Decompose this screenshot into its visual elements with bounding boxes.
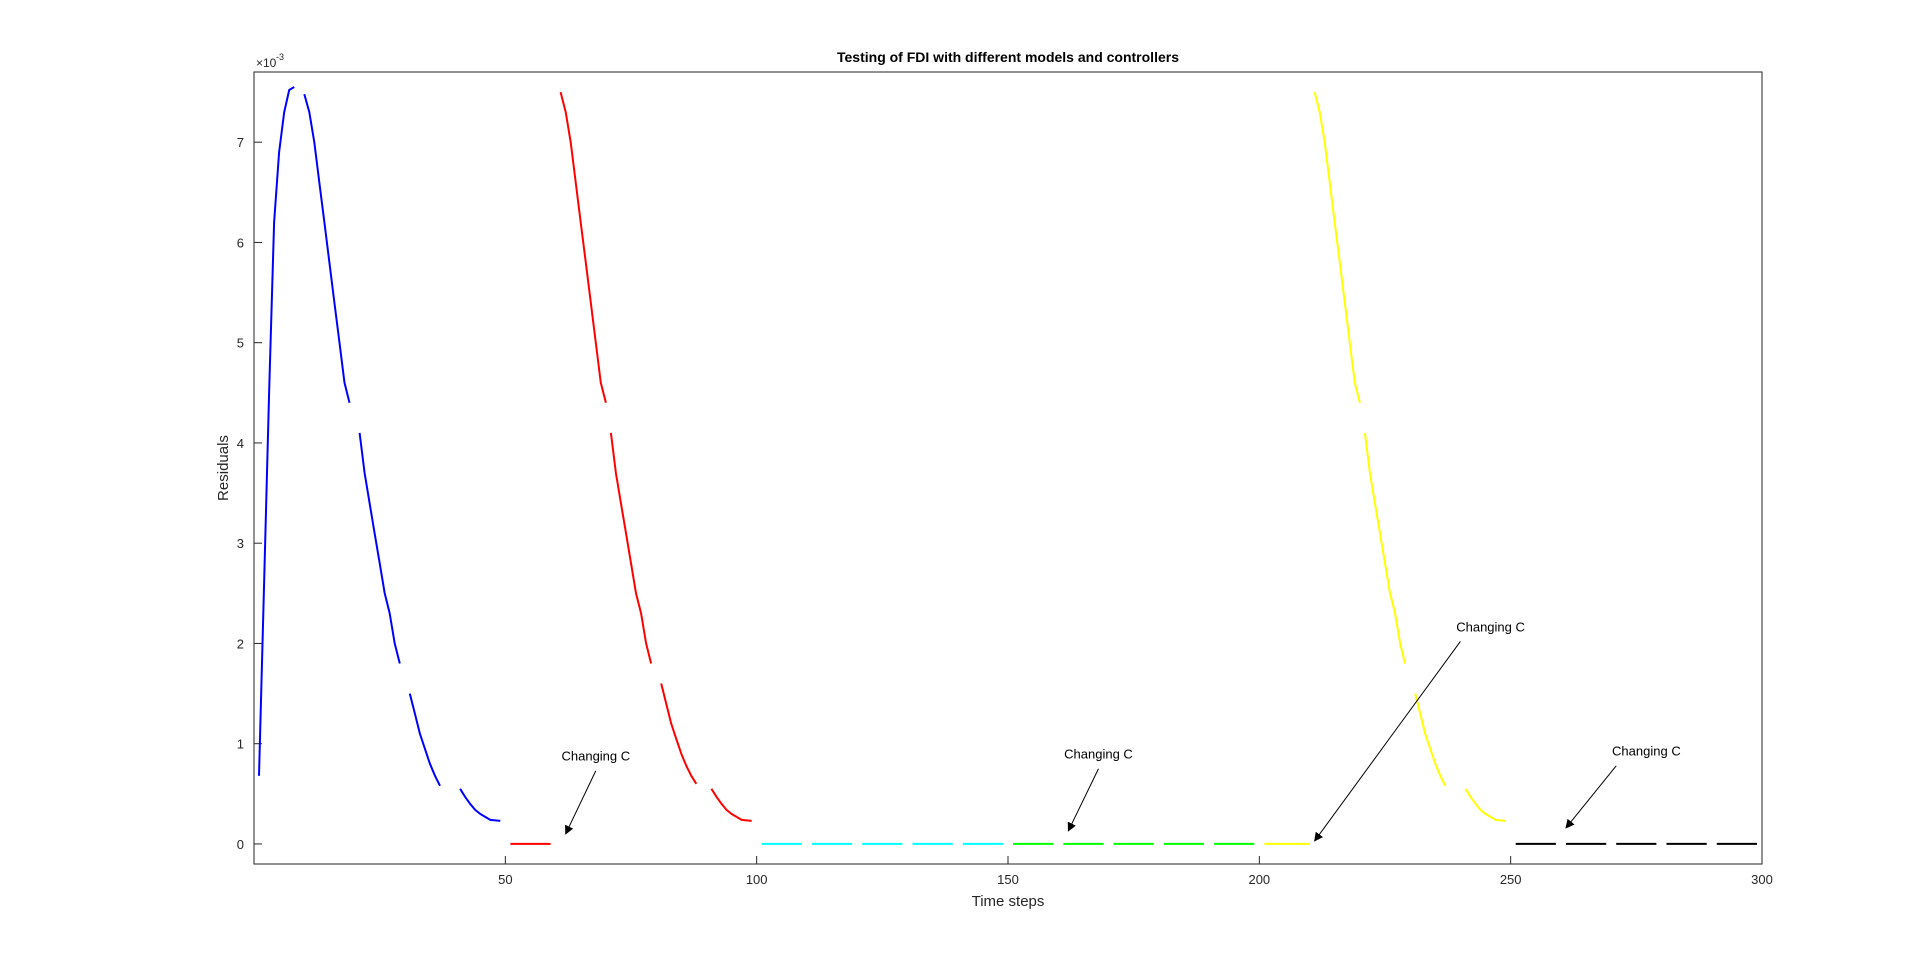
x-tick-label: 150 (997, 872, 1019, 887)
series-line-segment (408, 693, 441, 787)
chart-title: Testing of FDI with different models and… (837, 49, 1179, 65)
series-line-segment (609, 432, 653, 664)
x-tick-label: 250 (1500, 872, 1522, 887)
series-line-segment (258, 86, 295, 776)
series-line-segment (660, 683, 698, 785)
annotation-layer: Changing C Changing C Changing C Changing C (561, 619, 1681, 842)
annotation: Changing C (1314, 619, 1525, 842)
y-axis-label: Residuals (215, 435, 232, 501)
plot-area (253, 71, 1763, 865)
x-tick-label: 300 (1751, 872, 1773, 887)
y-tick-label: 0 (237, 837, 244, 852)
y-tick-label: 2 (237, 636, 244, 651)
series-line-segment (1414, 693, 1447, 787)
y-tick-label: 6 (237, 235, 244, 250)
series-line-segment (1464, 788, 1506, 822)
y-tick-label: 7 (237, 135, 244, 150)
series-1 (258, 86, 501, 822)
y-tick-label: 4 (237, 436, 244, 451)
series-line-segment (559, 91, 607, 404)
series-line-segment (303, 93, 351, 404)
annotation-text: Changing C (1456, 619, 1525, 634)
annotation: Changing C (1565, 744, 1681, 829)
y-exponent-power: -3 (276, 52, 284, 62)
series-line-segment (710, 788, 752, 822)
y-axis-exponent: ×10 -3 (256, 52, 284, 70)
annotation-text: Changing C (1612, 744, 1681, 759)
x-tick-label: 100 (746, 872, 768, 887)
annotation-arrow (1314, 641, 1461, 842)
x-axis-label: Time steps (972, 893, 1045, 910)
x-axis: 50 100 150 200 250 300 (498, 856, 1773, 887)
series-2 (510, 91, 752, 845)
annotation-arrow (565, 770, 597, 835)
y-tick-label: 5 (237, 336, 244, 351)
annotation: Changing C (1064, 747, 1133, 832)
annotation-text: Changing C (561, 749, 630, 764)
y-axis: 0 1 2 3 4 5 6 7 (237, 135, 262, 852)
annotation: Changing C (561, 749, 630, 835)
annotation-arrow (1067, 768, 1099, 832)
x-tick-label: 200 (1248, 872, 1270, 887)
series-line-segment (459, 788, 501, 822)
series-layer (258, 86, 1757, 845)
annotation-arrow (1565, 765, 1617, 829)
annotation-text: Changing C (1064, 747, 1133, 762)
series-line-segment (358, 432, 401, 664)
y-tick-label: 1 (237, 737, 244, 752)
y-tick-label: 3 (237, 536, 244, 551)
x-tick-label: 50 (498, 872, 512, 887)
y-exponent-base: ×10 (256, 56, 277, 70)
series-line-segment (1363, 432, 1407, 664)
series-line-segment (1313, 91, 1361, 404)
series-5 (1264, 91, 1506, 845)
